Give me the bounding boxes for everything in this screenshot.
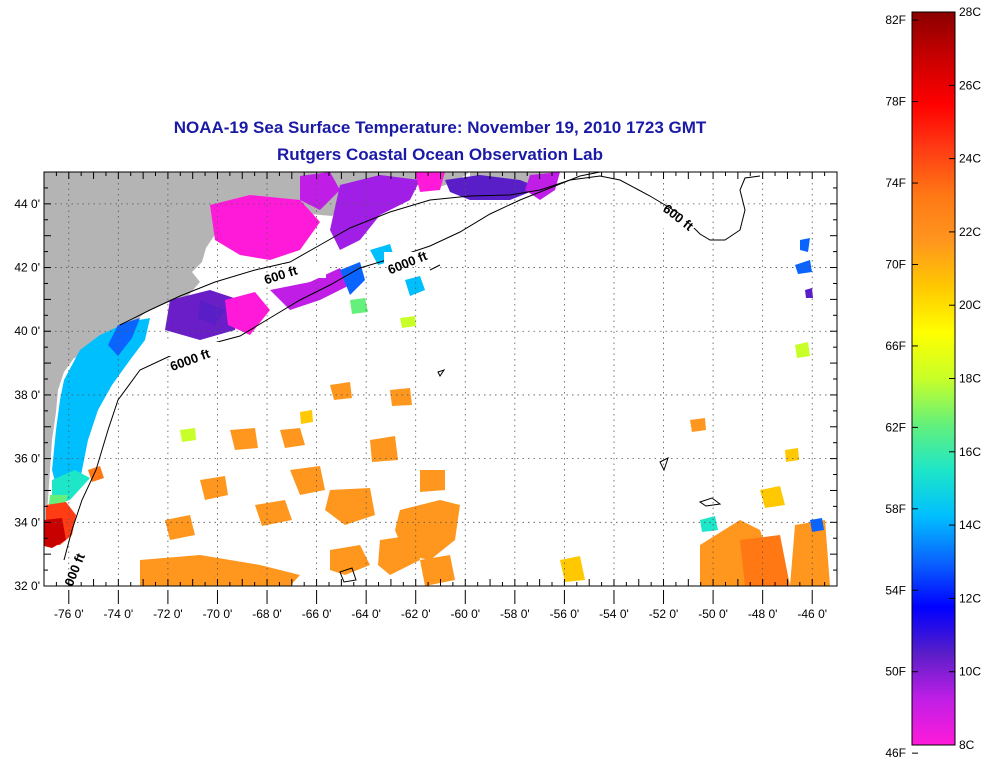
- isobath-600ft: [119, 175, 761, 326]
- lon-tick-label: -48 0': [748, 607, 778, 621]
- map-subtitle: Rutgers Coastal Ocean Observation Lab: [277, 145, 603, 164]
- lat-tick-label: 38 0': [14, 388, 40, 402]
- colorbar-f-label: 78F: [885, 95, 906, 109]
- map-gridlines: [44, 172, 837, 586]
- lon-tick-label: -60 0': [450, 607, 480, 621]
- colorbar-ticks: [912, 11, 955, 754]
- sst-data: [44, 172, 830, 586]
- colorbar-f-label: 82F: [885, 13, 906, 27]
- lat-tick-label: 42 0': [14, 261, 40, 275]
- colorbar-f-label: 54F: [885, 583, 906, 597]
- lon-tick-label: -62 0': [401, 607, 431, 621]
- lon-tick-label: -50 0': [698, 607, 728, 621]
- colorbar-c-label: 8C: [959, 738, 975, 752]
- isobath-contours: [63, 172, 761, 583]
- colorbar: [911, 11, 956, 746]
- longitude-axis: -76 0' -74 0' -72 0' -70 0' -68 0' -66 0' -64 …: [54, 590, 827, 621]
- lat-tick-label: 34 0': [14, 515, 40, 529]
- lon-tick-label: -74 0': [104, 607, 134, 621]
- land-mass: [44, 172, 470, 540]
- lon-tick-label: -52 0': [649, 607, 679, 621]
- colorbar-c-label: 22C: [959, 225, 981, 239]
- colorbar-f-label: 66F: [885, 339, 906, 353]
- lon-tick-label: -70 0': [203, 607, 233, 621]
- colorbar-c-label: 18C: [959, 372, 981, 386]
- latitude-axis: 32 0' 34 0' 36 0' 38 0' 40 0' 42 0' 44 0': [14, 197, 40, 593]
- colorbar-c-label: 16C: [959, 445, 981, 459]
- colorbar-f-label: 50F: [885, 665, 906, 679]
- map-title: NOAA-19 Sea Surface Temperature: Novembe…: [173, 118, 707, 137]
- lon-tick-label: -76 0': [54, 607, 84, 621]
- colorbar-c-label: 24C: [959, 152, 981, 166]
- lon-tick-label: -54 0': [599, 607, 629, 621]
- colorbar-c-label: 28C: [959, 5, 981, 19]
- colorbar-fahrenheit-scale: 82F 78F 74F 70F 66F 62F 58F 54F 50F 46F: [885, 13, 906, 760]
- axis-ticks: [43, 171, 838, 587]
- lon-tick-label: -64 0': [351, 607, 381, 621]
- colorbar-celsius-scale: 28C 26C 24C 22C 20C 18C 16C 14C 12C 10C 8C: [959, 5, 981, 752]
- lat-tick-label: 44 0': [14, 197, 40, 211]
- lat-tick-label: 40 0': [14, 324, 40, 338]
- colorbar-c-label: 14C: [959, 518, 981, 532]
- lon-tick-label: -68 0': [252, 607, 282, 621]
- colorbar-c-label: 26C: [959, 78, 981, 92]
- colorbar-f-label: 70F: [885, 257, 906, 271]
- isobath-6000ft: [63, 172, 601, 561]
- lon-tick-label: -46 0': [797, 607, 827, 621]
- lon-tick-label: -72 0': [153, 607, 183, 621]
- colorbar-c-label: 12C: [959, 591, 981, 605]
- colorbar-c-label: 20C: [959, 298, 981, 312]
- colorbar-f-label: 74F: [885, 176, 906, 190]
- colorbar-f-label: 62F: [885, 420, 906, 434]
- colorbar-f-label: 46F: [885, 746, 906, 760]
- lon-tick-label: -56 0': [550, 607, 580, 621]
- lat-tick-label: 36 0': [14, 452, 40, 466]
- colorbar-c-label: 10C: [959, 665, 981, 679]
- lat-tick-label: 32 0': [14, 579, 40, 593]
- lon-tick-label: -66 0': [302, 607, 332, 621]
- colorbar-f-label: 58F: [885, 502, 906, 516]
- lon-tick-label: -58 0': [500, 607, 530, 621]
